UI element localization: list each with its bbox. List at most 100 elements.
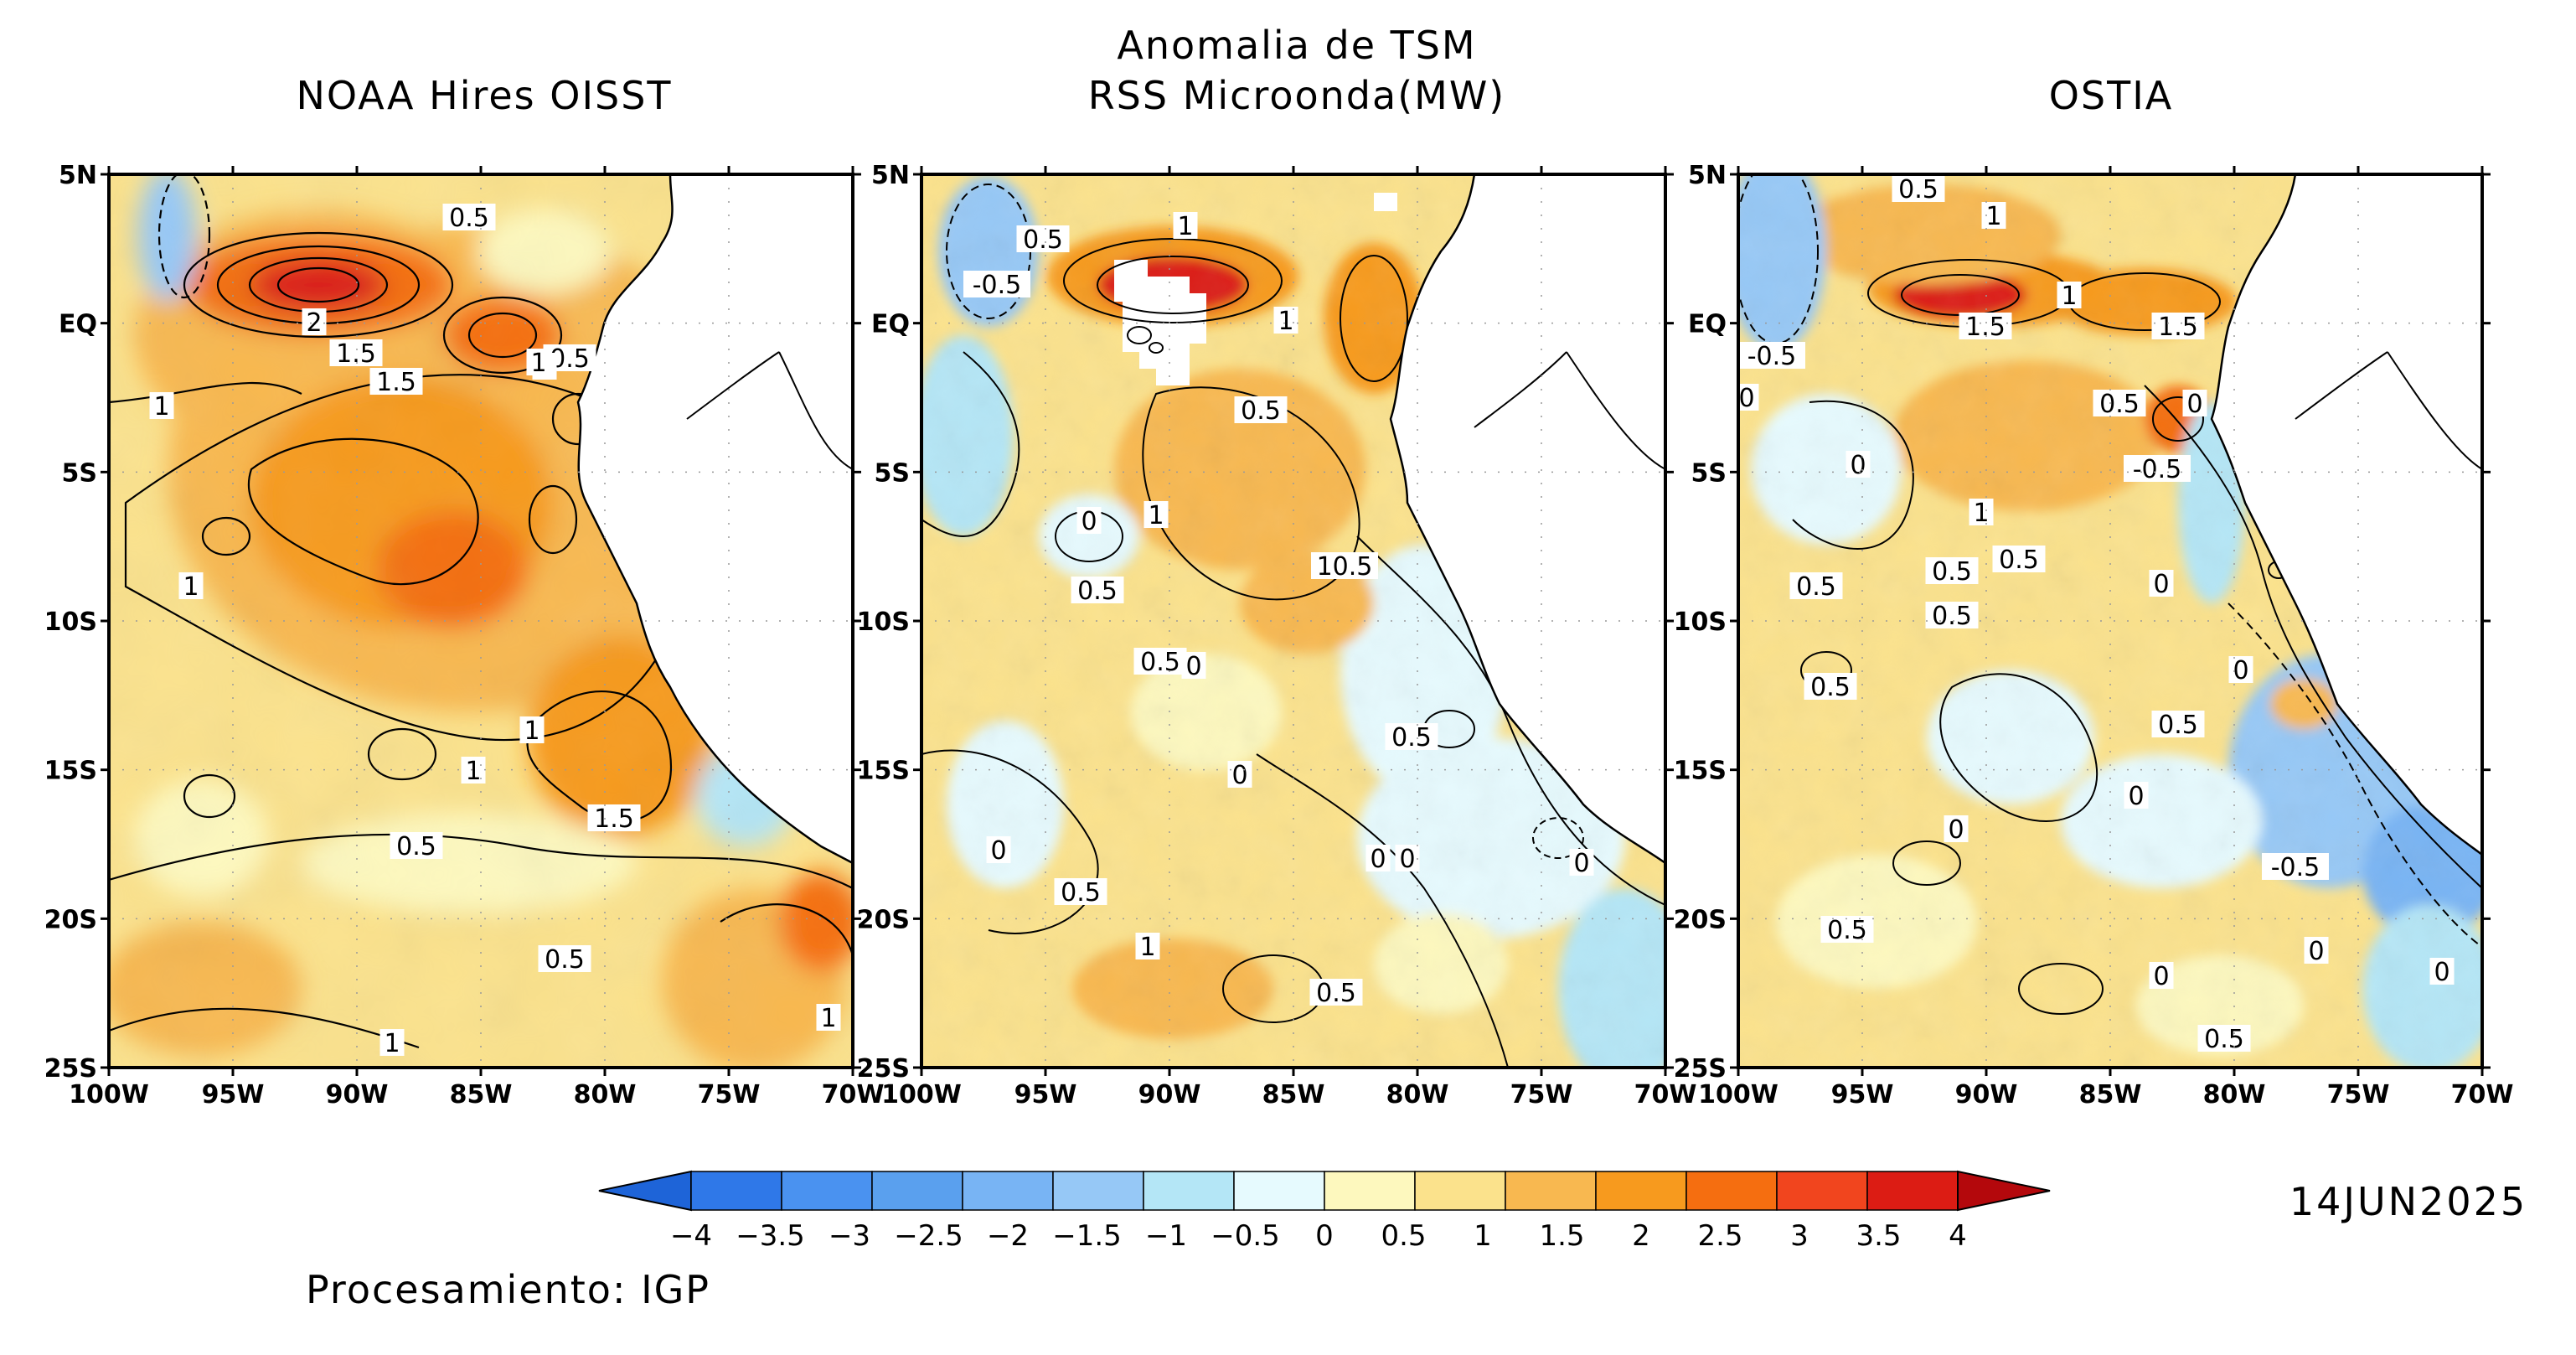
contour-label: 0 — [1227, 761, 1252, 790]
contour-label: 1.5 — [1959, 313, 2012, 342]
panel-1-contour-labels: 0.521.51.510.5111111.50.50.511 — [149, 204, 841, 1058]
contour-label: 0.5 — [1054, 878, 1107, 908]
colorbar-swatch — [1233, 1171, 1325, 1211]
contour-label-text: 0.5 — [545, 945, 585, 975]
contour-label: 1 — [461, 757, 486, 786]
contour-label: 0 — [1846, 451, 1871, 480]
contour-label-text: 0.5 — [1316, 979, 1356, 1008]
lat-tick-label: 25S — [1674, 1054, 1727, 1083]
contour-label: 0 — [2149, 570, 2174, 599]
contour-label-text: 0.5 — [1023, 225, 1063, 255]
contour-label: 1.5 — [2151, 313, 2205, 342]
contour-label: 1 — [2057, 282, 2082, 311]
contour-label: 1 — [178, 572, 204, 602]
lon-tick-label: 95W — [202, 1080, 265, 1109]
colorbar-tick-label: −2.5 — [894, 1219, 963, 1253]
contour-label-text: 1.5 — [1965, 313, 2006, 342]
panel-1-land — [576, 174, 853, 865]
lon-tick-label: 95W — [1014, 1080, 1077, 1109]
lat-tick-label: 5N — [871, 161, 910, 190]
contour-label-text: 0.5 — [1061, 878, 1101, 908]
processing-credit: Procesamiento: IGP — [306, 1267, 710, 1312]
contour-label: 0 — [1395, 845, 1420, 874]
colorbar-swatch — [871, 1171, 963, 1211]
colorbar-swatch — [1324, 1171, 1416, 1211]
colorbar-tick-label: 2 — [1632, 1219, 1650, 1253]
contour-label-text: 0.5 — [1241, 396, 1281, 426]
contour-label-text: 1 — [2061, 282, 2077, 311]
contour-label: 0 — [2124, 782, 2149, 811]
colorbar-tick-label: 1 — [1474, 1219, 1492, 1253]
contour-label-text: 1 — [1973, 499, 1989, 528]
contour-label-text: 2 — [306, 308, 322, 338]
contour-label-text: 1.5 — [336, 339, 376, 369]
lon-tick-label: 80W — [2203, 1080, 2266, 1109]
contour-label: 1 — [1981, 202, 2006, 231]
lon-tick-label: 100W — [69, 1080, 149, 1109]
contour-label: 1 — [526, 349, 551, 378]
colorbar-tick-label: 0 — [1315, 1219, 1334, 1253]
contour-label-text: 0 — [1738, 384, 1754, 413]
contour-label: 0.5 — [1892, 175, 1945, 204]
contour-label: 0.5 — [1992, 546, 2046, 575]
colorbar-tick-label: 2.5 — [1697, 1219, 1742, 1253]
colorbar-swatch — [1143, 1171, 1235, 1211]
contour-label-text: 1.5 — [376, 368, 416, 397]
panel-3-land — [2210, 174, 2482, 856]
contour-label-text: -0.5 — [2271, 853, 2320, 882]
contour-label-text: 0.5 — [396, 832, 436, 861]
contour-label-text: 1 — [1177, 212, 1193, 241]
contour-label-text: 0 — [1948, 815, 1964, 845]
lat-tick-label: 10S — [857, 608, 910, 637]
lat-tick-label: 15S — [44, 757, 97, 786]
contour-label: 0.5 — [2197, 1025, 2251, 1054]
colorbar-min-arrow — [598, 1170, 692, 1212]
contour-label-text: 1.5 — [2158, 313, 2198, 342]
panel-1-title: NOAA Hires OISST — [296, 73, 672, 118]
lon-tick-label: 85W — [450, 1080, 513, 1109]
contour-label-text: 0.5 — [1391, 723, 1432, 752]
contour-label: 0 — [2228, 656, 2253, 685]
contour-label-text: 0.5 — [1140, 648, 1180, 677]
lon-tick-label: 100W — [881, 1080, 962, 1109]
lat-tick-label: EQ — [871, 310, 910, 339]
contour-label: 0.5 — [1071, 577, 1124, 606]
contour-label-text: 0 — [1231, 761, 1247, 790]
contour-label-text: 1.5 — [594, 804, 634, 834]
colorbar-swatch — [1414, 1171, 1506, 1211]
lat-tick-label: 25S — [44, 1054, 97, 1083]
lat-tick-label: 5S — [1691, 458, 1727, 488]
contour-label-text: 0 — [2186, 390, 2202, 419]
contour-label: 1 — [149, 392, 174, 421]
contour-label-text: 0.5 — [2204, 1025, 2244, 1054]
colorbar-tick-label: −0.5 — [1211, 1219, 1280, 1253]
contour-label-text: -0.5 — [1747, 342, 1797, 371]
lat-tick-label: 5S — [62, 458, 97, 488]
contour-label: 1 — [1135, 933, 1160, 962]
colorbar-tick-label: 1.5 — [1539, 1219, 1584, 1253]
colorbar-tick-label: 3.5 — [1856, 1219, 1901, 1253]
lon-tick-label: 85W — [2079, 1080, 2142, 1109]
lat-tick-label: 20S — [44, 905, 97, 934]
contour-label: 1 — [1173, 212, 1198, 241]
contour-label-text: 0.5 — [1077, 577, 1118, 606]
colorbar: −4 −3.5 −3 −2.5 −2 −1.5 −1 −0.5 0 0.5 1 1.5 2 2.5 3 3.5… — [598, 1170, 2051, 1253]
contour-label-text: 0 — [1850, 451, 1866, 480]
colorbar-swatch — [1052, 1171, 1144, 1211]
contour-label: 0.5 — [1309, 979, 1363, 1008]
contour-label: -0.5 — [1738, 342, 1805, 371]
lon-tick-label: 90W — [1138, 1080, 1201, 1109]
contour-label-text: -0.5 — [973, 271, 1022, 300]
contour-label: 0.5 — [1925, 602, 1979, 631]
lon-tick-label: 75W — [2327, 1080, 2390, 1109]
contour-label: 0.5 — [1789, 572, 1843, 602]
contour-label: 1.5 — [587, 804, 641, 834]
panel-3-title: OSTIA — [2049, 73, 2174, 118]
contour-label-text: 0.5 — [1796, 572, 1836, 602]
contour-label: -0.5 — [2262, 853, 2329, 882]
lon-tick-label: 85W — [1262, 1080, 1325, 1109]
colorbar-tick-label: 4 — [1949, 1219, 1967, 1253]
colorbar-swatch — [690, 1171, 782, 1211]
